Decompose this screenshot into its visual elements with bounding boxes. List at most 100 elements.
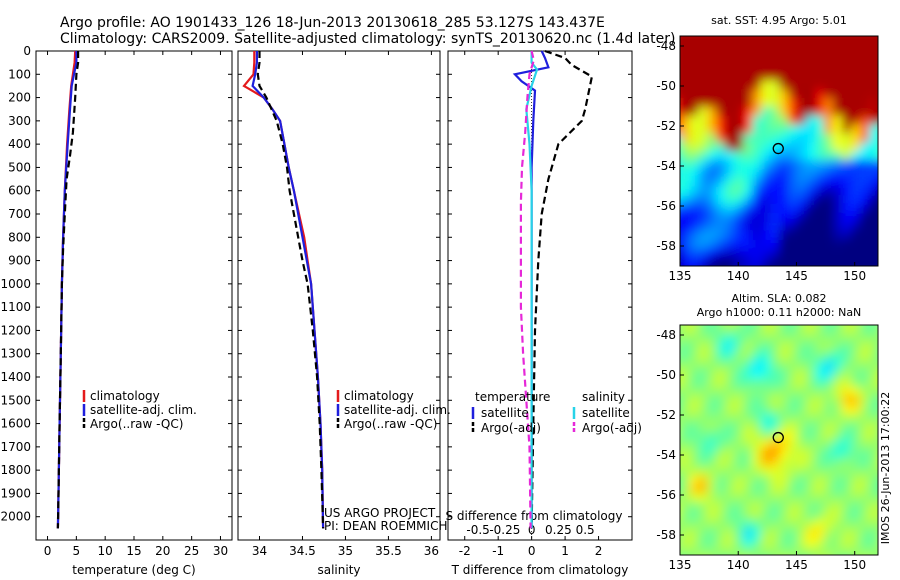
map-cell <box>761 97 771 108</box>
map-cell <box>833 360 843 371</box>
map-cell <box>842 466 852 477</box>
map-cell <box>716 546 726 555</box>
map-cell <box>779 510 789 521</box>
map-cell <box>680 62 690 73</box>
map-cell <box>806 501 816 512</box>
map-cell <box>806 440 816 450</box>
map-cell <box>743 431 753 441</box>
map-cell <box>806 186 816 197</box>
map-cell <box>752 80 762 91</box>
map-cell <box>734 386 744 397</box>
map-cell <box>842 212 852 223</box>
map-cell <box>833 537 843 548</box>
map-cell <box>716 342 726 353</box>
map-cell <box>851 230 861 241</box>
map-cell <box>779 221 789 232</box>
x-top-tick-label: -0.25 <box>489 523 520 537</box>
x-tick-label: 25 <box>184 544 199 558</box>
map-cell <box>824 168 834 179</box>
map-cell <box>761 342 771 353</box>
map-cell <box>698 266 708 276</box>
map-cell <box>707 475 717 486</box>
map-cell <box>851 484 861 495</box>
map-cell <box>860 97 870 108</box>
map-cell <box>707 546 717 555</box>
map-cell <box>788 404 798 415</box>
map-cell <box>860 360 870 371</box>
map-cell <box>842 221 852 232</box>
map-cell <box>734 151 744 161</box>
map-cell <box>878 27 888 37</box>
map-cell <box>707 378 717 388</box>
map-cell <box>707 221 717 232</box>
map-cell <box>788 369 798 380</box>
map-cell <box>752 528 762 539</box>
legend-label: Argo(-adj) <box>481 421 541 435</box>
map-cell <box>743 501 753 512</box>
map-cell <box>698 239 708 250</box>
map-cell <box>878 36 888 46</box>
map-cell <box>779 195 789 206</box>
map-cell <box>725 124 735 135</box>
map-cell <box>779 448 789 459</box>
legend-label: Argo(..raw -QC) <box>90 417 183 431</box>
map-cell <box>788 537 798 548</box>
legend-group-header: salinity <box>582 390 625 404</box>
map-cell <box>689 186 699 197</box>
map-cell <box>770 537 780 548</box>
x-tick-label: 34 <box>252 544 267 558</box>
depth-tick-label: 200 <box>8 91 31 105</box>
map-cell <box>716 555 726 565</box>
map-cell <box>779 413 789 424</box>
map-cell <box>770 475 780 486</box>
map-cell <box>860 404 870 415</box>
map-cell <box>761 404 771 415</box>
map-cell <box>860 342 870 353</box>
map-cell <box>806 404 816 415</box>
map-cell <box>761 351 771 362</box>
map-cell <box>770 351 780 362</box>
map-cell <box>698 431 708 441</box>
map-cell <box>833 546 843 555</box>
map-cell <box>716 36 726 46</box>
map-cell <box>680 457 690 468</box>
map-cell <box>680 448 690 459</box>
map-cell <box>851 440 861 450</box>
map-cell <box>788 168 798 179</box>
argo-position-marker <box>772 142 784 155</box>
map-cell <box>878 369 888 379</box>
map-cell <box>851 369 861 380</box>
map-cell <box>689 510 699 521</box>
map-cell <box>842 53 852 64</box>
map-x-tick-label: 135 <box>669 269 692 283</box>
map-cell <box>743 89 753 99</box>
map-cell <box>797 537 807 548</box>
map-y-tick-label: -48 <box>656 39 676 53</box>
map-cell <box>680 124 690 135</box>
map-cell <box>869 369 878 380</box>
map-cell <box>788 457 798 468</box>
map-cell <box>716 333 726 344</box>
map-cell <box>815 151 825 161</box>
map-cell <box>869 266 879 276</box>
map-cell <box>761 325 771 335</box>
map-cell <box>779 493 789 503</box>
map-cell <box>743 106 753 117</box>
map-cell <box>833 342 843 353</box>
map-cell <box>851 115 861 126</box>
map-cell <box>806 71 816 82</box>
map-cell <box>716 115 726 126</box>
map-cell <box>770 168 780 179</box>
map-cell <box>878 334 888 344</box>
map-cell <box>797 106 807 117</box>
map-cell <box>698 115 708 126</box>
map-cell <box>752 501 762 512</box>
map-cell <box>752 142 762 152</box>
map-cell <box>743 386 753 397</box>
map-cell <box>770 501 780 512</box>
map-cell <box>788 212 798 223</box>
map-cell <box>797 422 807 433</box>
title-line-1: Argo profile: AO 1901433_126 18-Jun-2013… <box>60 15 605 31</box>
map-cell <box>689 168 699 179</box>
map-cell <box>716 97 726 108</box>
